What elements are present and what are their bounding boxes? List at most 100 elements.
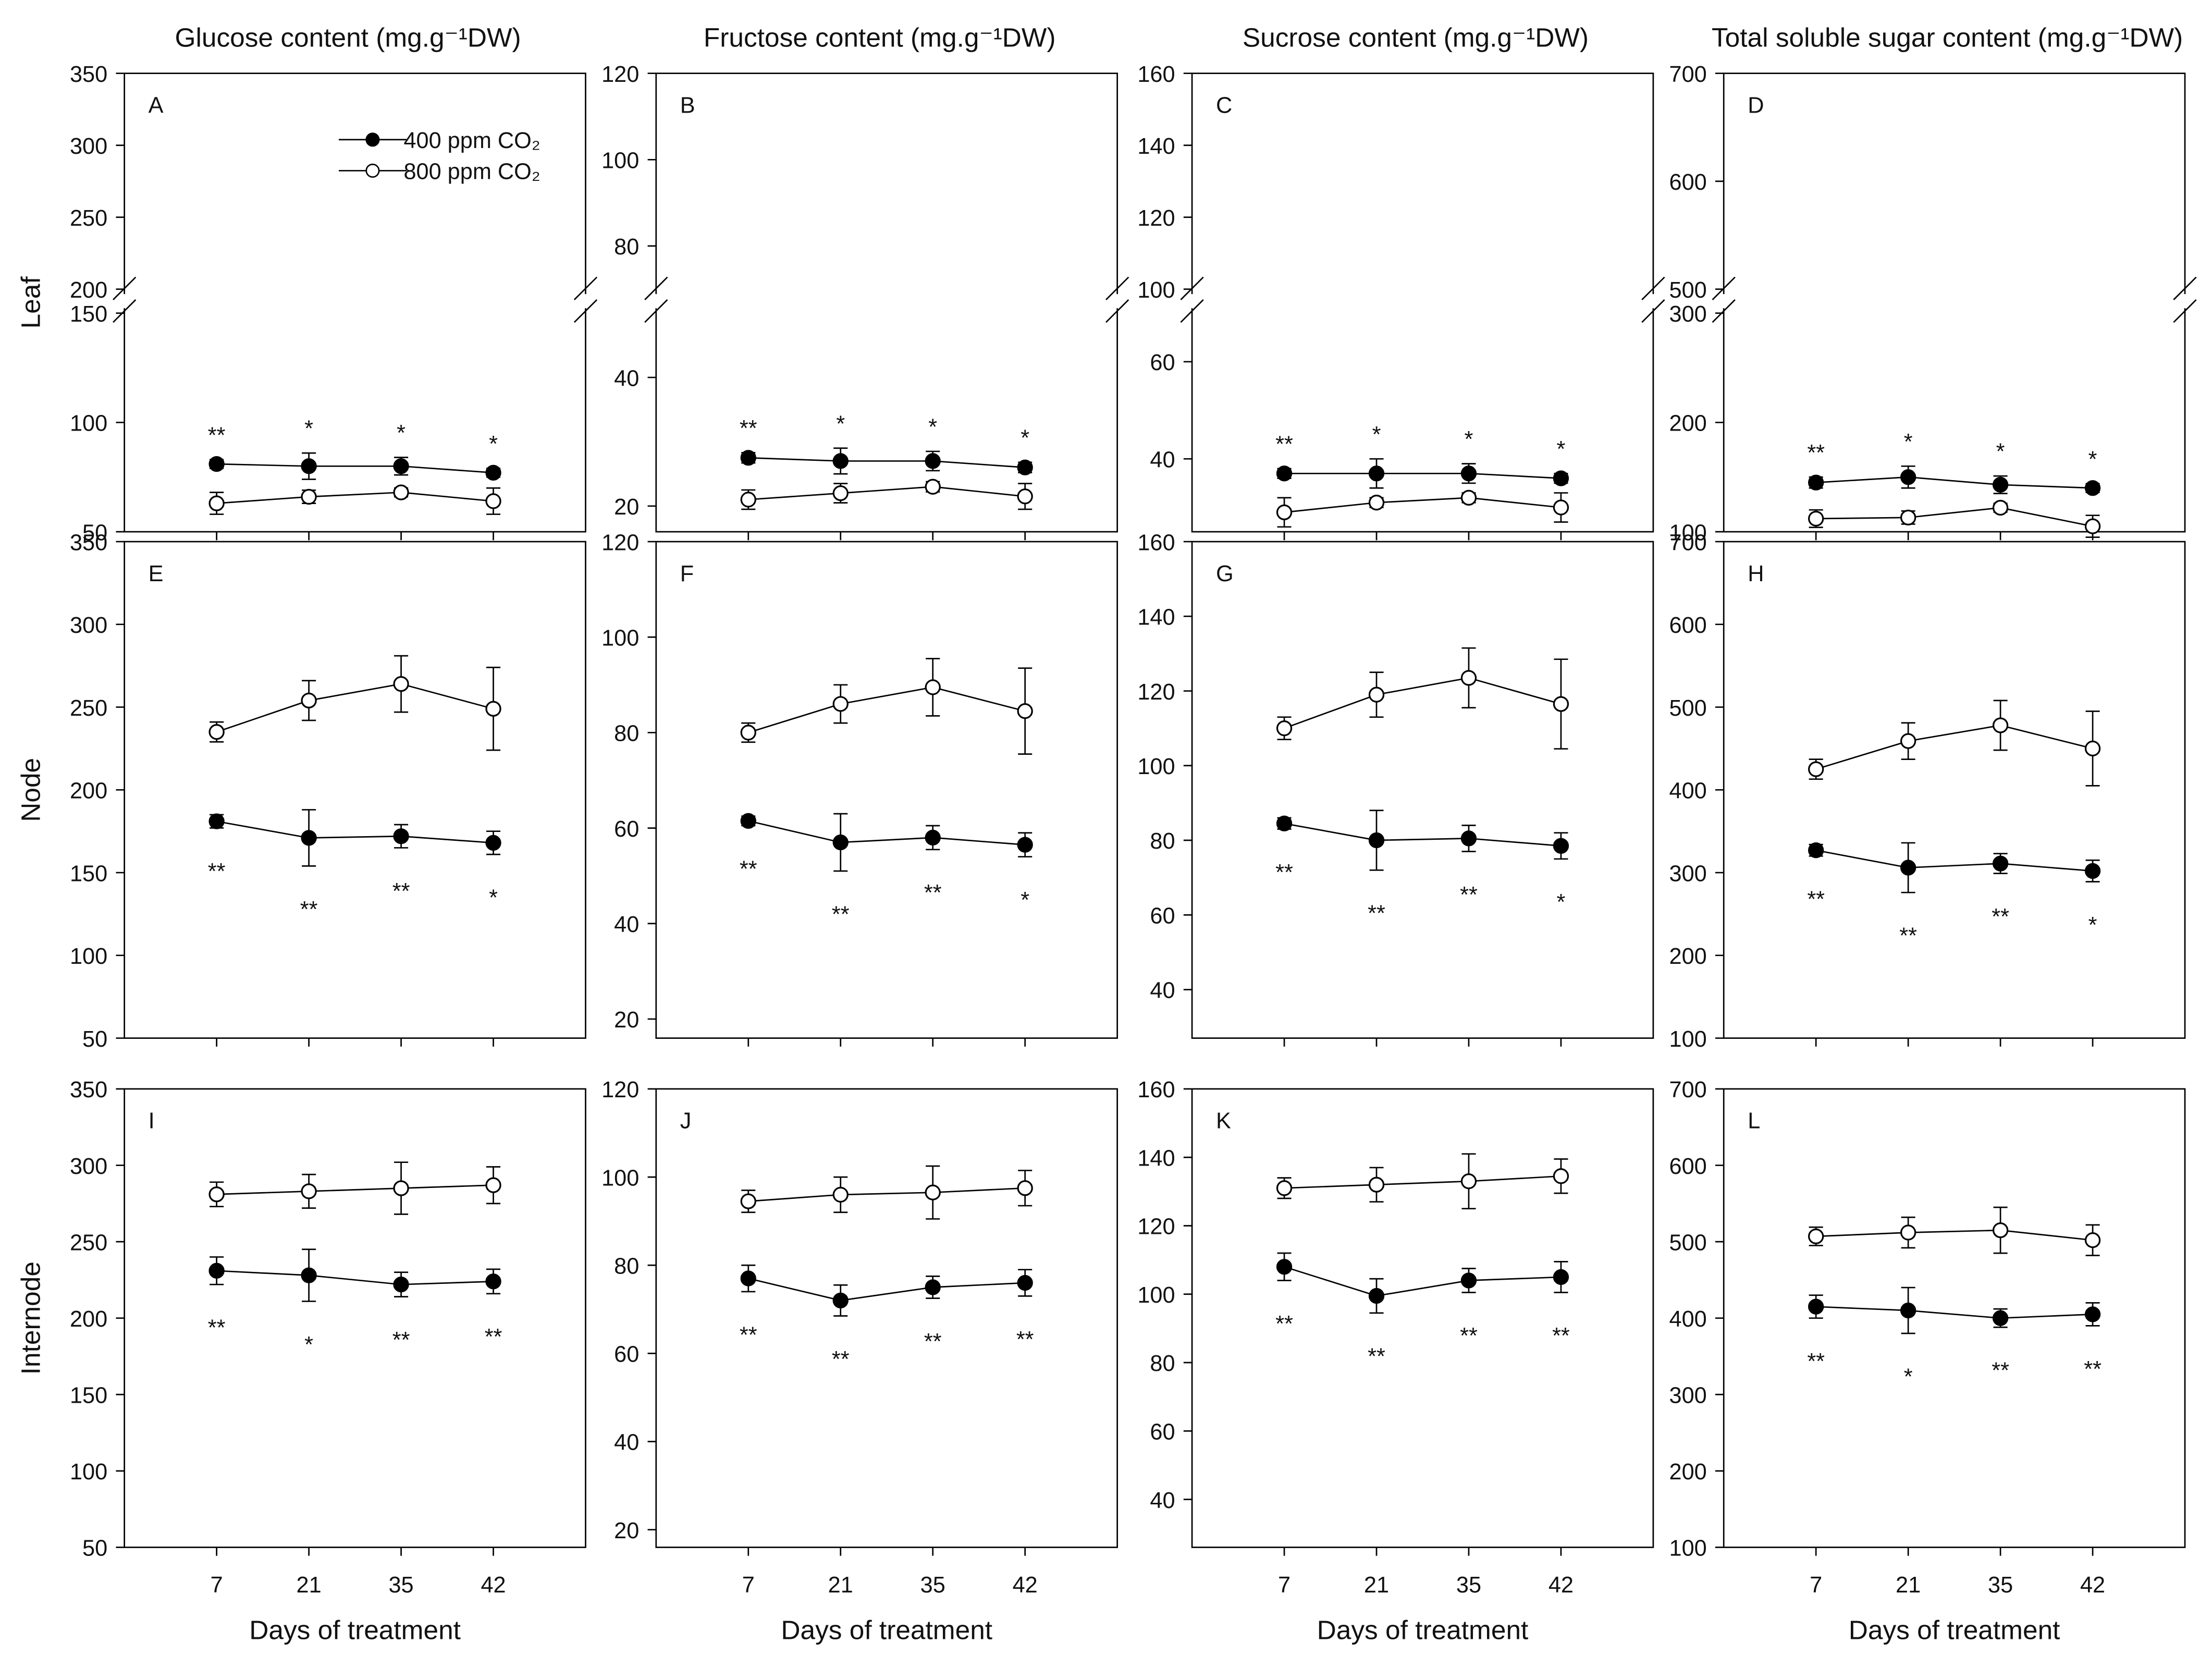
axis-break-mark	[1641, 299, 1665, 323]
panel: 40 60 80 100 120 140 160 7 21 35 42 Days of treatme…	[1137, 1077, 1654, 1645]
x-tick-label: 35	[920, 1573, 945, 1598]
data-point	[1017, 1180, 1033, 1196]
data-point	[1276, 504, 1293, 521]
x-tick-label: 21	[297, 1573, 322, 1598]
data-point	[832, 453, 849, 469]
data-point	[1553, 838, 1569, 854]
significance-label: **	[1807, 440, 1825, 465]
significance-label: **	[832, 902, 850, 927]
data-point	[485, 1273, 501, 1290]
data-point	[740, 492, 756, 508]
x-tick-label: 7	[742, 1573, 755, 1598]
data-point	[740, 450, 756, 466]
y-tick-label: 80	[1150, 1351, 1175, 1376]
y-tick-label: 60	[1150, 1420, 1175, 1445]
significance-label: **	[208, 859, 226, 884]
y-tick-label: 350	[70, 530, 107, 555]
series-line	[216, 492, 494, 504]
data-point	[925, 679, 941, 695]
y-tick-label: 600	[1669, 1154, 1707, 1179]
series-line	[1815, 849, 2093, 872]
legend-label: 800 ppm CO₂	[403, 160, 540, 185]
data-point	[1900, 469, 1916, 485]
data-point	[301, 488, 317, 505]
data-point	[925, 453, 941, 469]
data-point	[208, 1186, 225, 1203]
series-line	[1816, 476, 2093, 489]
legend-marker	[365, 132, 380, 147]
y-tick-label: 700	[1669, 1077, 1707, 1102]
data-point	[1017, 488, 1033, 505]
panel-label: F	[680, 561, 694, 586]
y-tick-label: 100	[70, 411, 107, 436]
y-tick-label: 600	[1669, 613, 1707, 638]
data-point	[1368, 687, 1385, 703]
y-tick-label: 250	[70, 206, 107, 231]
data-point	[1368, 1288, 1385, 1304]
significance-label: *	[489, 886, 498, 911]
significance-label: **	[1460, 882, 1478, 908]
data-point	[2084, 480, 2101, 496]
data-point	[393, 484, 409, 500]
data-point	[208, 495, 225, 511]
data-point	[925, 1184, 941, 1200]
data-point	[925, 829, 941, 846]
data-point	[393, 458, 409, 474]
data-point	[740, 1193, 756, 1209]
data-point	[1276, 815, 1293, 831]
data-point	[1808, 1228, 1824, 1245]
axis-break-mark	[2173, 299, 2197, 323]
y-tick-label: 120	[1137, 680, 1175, 705]
y-tick-label: 80	[614, 721, 639, 746]
series-line	[1284, 677, 1562, 729]
data-point	[1017, 837, 1033, 853]
axis-break-mark	[573, 276, 598, 300]
data-point	[2084, 518, 2101, 534]
data-point	[1808, 510, 1824, 527]
data-point	[2084, 740, 2101, 757]
data-point	[393, 676, 409, 692]
significance-label: **	[392, 879, 410, 904]
data-point	[393, 1277, 409, 1293]
data-point	[1553, 1269, 1569, 1285]
data-point	[485, 464, 501, 481]
data-point	[832, 696, 849, 712]
y-tick-label: 140	[1137, 605, 1175, 630]
y-tick-label: 700	[1669, 530, 1707, 555]
panel-label: E	[149, 561, 164, 586]
panel-label: D	[1748, 93, 1764, 118]
data-point	[2084, 863, 2101, 879]
y-tick-label: 140	[1137, 134, 1175, 159]
y-tick-label: 100	[70, 1460, 107, 1485]
y-tick-label: 100	[1137, 278, 1175, 303]
y-tick-label: 300	[1669, 1383, 1707, 1408]
y-tick-label: 160	[1137, 62, 1175, 87]
significance-label: *	[1904, 1364, 1913, 1389]
x-tick-label: 7	[1278, 1573, 1291, 1598]
data-point	[1808, 761, 1824, 777]
y-tick-label: 160	[1137, 1077, 1175, 1102]
significance-label: **	[740, 416, 757, 441]
data-point	[925, 479, 941, 495]
significance-label: **	[1368, 901, 1385, 926]
data-point	[1808, 842, 1824, 859]
y-tick-label: 200	[70, 1307, 107, 1332]
plot-frame	[124, 541, 586, 1039]
plot-frame	[1723, 1088, 2186, 1548]
y-tick-label: 100	[1137, 1283, 1175, 1308]
column-title: Glucose content (mg.g⁻¹DW)	[175, 22, 521, 52]
series-line	[748, 1278, 1025, 1302]
panel-label: J	[680, 1109, 692, 1134]
axis-break-mark	[2173, 276, 2197, 300]
data-point	[832, 1292, 849, 1309]
y-tick-label: 150	[70, 861, 107, 886]
x-tick-label: 35	[388, 1573, 413, 1598]
y-tick-label: 80	[614, 1254, 639, 1279]
series-line	[1815, 725, 2093, 770]
x-tick-label: 42	[2080, 1573, 2105, 1598]
y-tick-label: 50	[82, 1536, 107, 1561]
plot-frame	[124, 1088, 586, 1548]
